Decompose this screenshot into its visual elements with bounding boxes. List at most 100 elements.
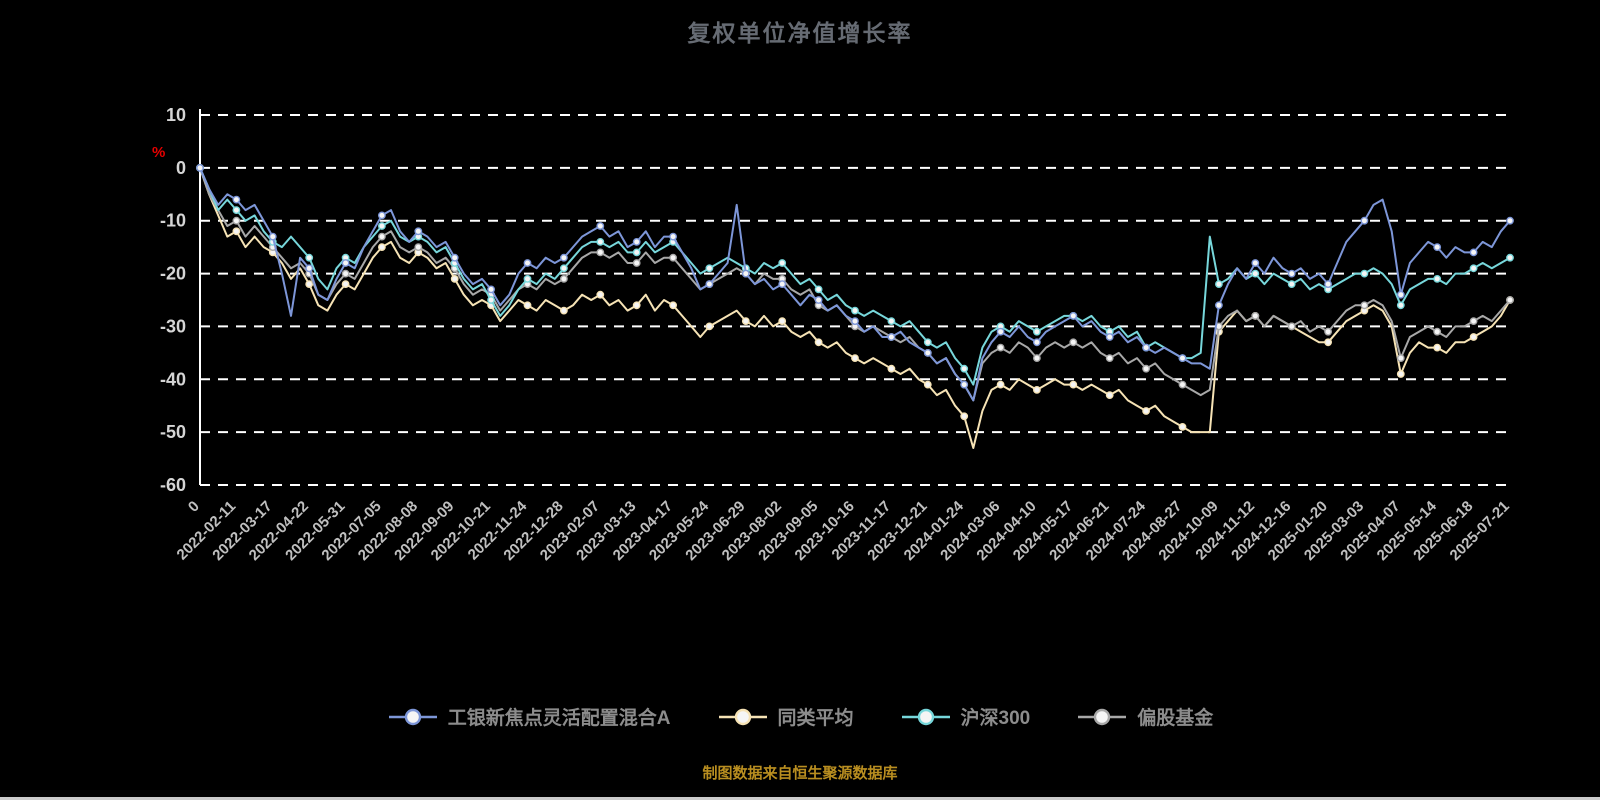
series-marker [960,380,969,389]
series-marker [341,259,350,267]
series-marker [1433,343,1442,352]
series-marker [923,380,932,389]
series-marker [741,269,750,278]
series-marker [1324,280,1333,289]
series-marker [1033,354,1041,362]
y-tick-label: -20 [160,264,186,284]
series-marker [1433,274,1442,283]
series-marker [705,322,714,331]
series-marker [1396,301,1405,310]
series-line-0 [199,166,1511,402]
series-marker [377,232,386,241]
series-marker [1324,327,1333,336]
series-marker [1396,290,1405,299]
legend-label: 工银新焦点灵活配置混合A [447,708,671,729]
series-marker [523,301,532,310]
series-marker [596,248,605,257]
y-tick-label: -60 [160,475,186,495]
legend-label: 偏股基金 [1137,708,1214,729]
series-marker [1433,243,1442,252]
x-tick-label: 0 [185,498,203,516]
series-marker [1251,269,1260,278]
series-marker [341,269,350,278]
series-marker [414,243,423,252]
series-marker [341,280,350,289]
legend-marker-icon [1078,708,1127,725]
legend-marker-icon [901,708,950,725]
series-marker [232,216,241,225]
series-marker [1324,338,1333,347]
y-tick-label: -40 [160,369,186,389]
series-marker [887,364,896,373]
legend-label: 沪深300 [960,708,1031,729]
series-marker [377,222,386,230]
series-marker [305,253,314,262]
series-marker [1469,264,1478,273]
legend-item-0[interactable]: 工银新焦点灵活配置混合A [387,703,671,730]
series-marker [1142,407,1151,415]
series-marker [1251,311,1260,320]
series-marker [450,253,459,262]
series-marker [377,243,386,252]
series-marker [1469,248,1478,257]
series-marker [960,364,969,373]
series-marker [996,380,1005,389]
series-marker [1251,259,1260,267]
series-marker [1396,354,1405,362]
series-marker [1360,269,1369,278]
series-marker [487,296,495,304]
series-marker [923,338,932,347]
series-marker [305,280,314,289]
legend-label: 同类平均 [777,708,854,729]
series-marker [1069,338,1078,347]
series-marker [923,348,932,357]
legend-item-2[interactable]: 沪深300 [900,703,1031,730]
series-marker [996,327,1005,336]
y-tick-label: -50 [160,422,186,442]
series-marker [268,232,277,241]
chart-title: 复权单位净值增长率 [687,20,913,46]
legend-item-3[interactable]: 偏股基金 [1076,703,1213,730]
series-marker [1360,216,1369,225]
series-marker [523,274,532,283]
series-marker [1033,338,1041,347]
series-marker [632,237,641,246]
series-marker [1506,296,1514,304]
series-marker [778,317,787,325]
series-marker [450,274,459,283]
series-marker [1069,311,1078,320]
line-chart-svg[interactable]: 100-10-20-30-40-50-60%02022-02-112022-03… [0,60,1600,700]
series-marker [669,232,677,241]
series-marker [1105,354,1114,362]
series-marker [1506,253,1514,262]
series-marker [814,285,823,294]
series-marker [596,222,605,230]
series-marker [1396,370,1405,378]
series-marker [669,253,677,262]
series-marker [596,237,605,246]
series-marker [1506,216,1514,225]
legend-marker-icon [388,708,437,725]
series-marker [1215,301,1223,310]
series-marker [232,206,241,215]
series-marker [669,301,677,310]
y-tick-label: 0 [176,158,186,178]
series-marker [887,333,896,341]
series-marker [632,301,641,310]
series-marker [560,274,568,283]
series-marker [1287,280,1296,289]
series-marker [1178,354,1187,362]
series-marker [741,317,750,325]
series-marker [1033,385,1041,394]
legend-item-1[interactable]: 同类平均 [717,703,854,730]
legend: 工银新焦点灵活配置混合A 同类平均 沪深300 偏股基金 [0,703,1600,730]
series-marker [1360,301,1369,310]
series-marker [1069,380,1078,389]
series-marker [305,264,314,273]
series-marker [1105,333,1114,341]
series-marker [1433,327,1442,336]
bottom-edge [0,797,1600,800]
y-tick-label: -10 [160,211,186,231]
series-marker [196,164,204,172]
y-tick-label: 10 [166,105,186,125]
